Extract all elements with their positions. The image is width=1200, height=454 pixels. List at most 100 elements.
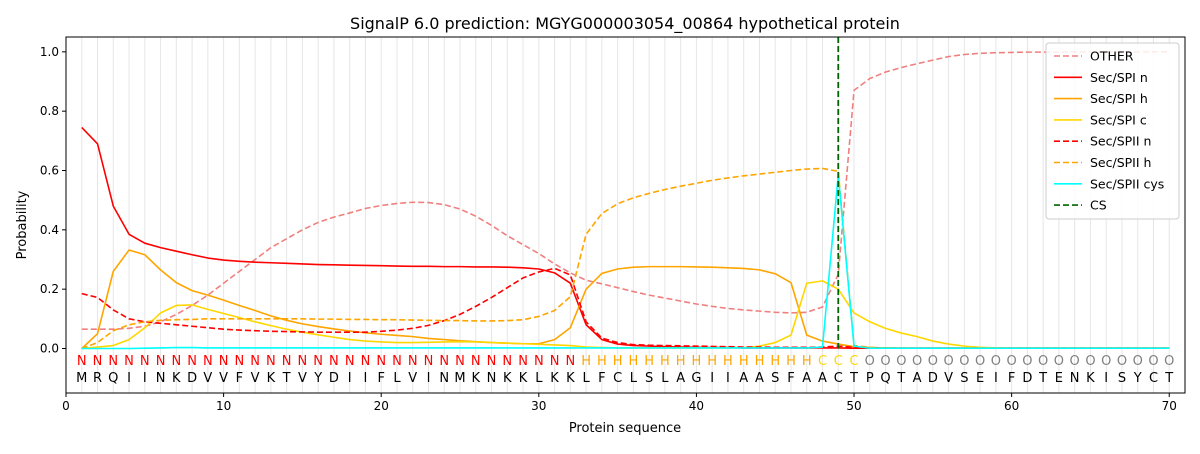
residue-label: K (472, 371, 481, 386)
residue-label: C (834, 371, 843, 386)
residue-label: L (393, 371, 401, 386)
residue-label: S (1118, 371, 1126, 386)
residue-label: N (439, 371, 449, 386)
legend-label: Sec/SPI n (1090, 70, 1148, 85)
legend-label: CS (1090, 198, 1107, 213)
residue-label: F (1008, 371, 1015, 386)
residue-label: E (976, 371, 984, 386)
region-label: N (502, 354, 512, 369)
residue-label: F (598, 371, 605, 386)
residue-label: I (726, 371, 730, 386)
region-label: N (487, 354, 497, 369)
series-line-6 (81, 174, 1170, 350)
x-tick-label: 70 (1162, 399, 1177, 413)
series-line-2 (81, 249, 1170, 350)
y-tick-label: 0.0 (40, 342, 59, 356)
residue-label: A (739, 371, 748, 386)
region-label: H (644, 354, 654, 369)
region-label: N (140, 354, 150, 369)
residue-label: N (156, 371, 166, 386)
residue-label: L (535, 371, 543, 386)
residue-label: Y (1133, 371, 1142, 386)
region-label: N (439, 354, 449, 369)
residue-label: K (519, 371, 528, 386)
legend-label: Sec/SPII n (1090, 134, 1151, 149)
residue-label: I (1104, 371, 1108, 386)
region-label: H (770, 354, 780, 369)
region-label: H (676, 354, 686, 369)
residue-label: I (994, 371, 998, 386)
residue-label: L (630, 371, 638, 386)
region-label: O (1117, 354, 1127, 369)
region-label: H (707, 354, 717, 369)
residue-label: T (1164, 371, 1173, 386)
series-line-1 (81, 126, 1170, 350)
region-label: N (376, 354, 386, 369)
residue-label: T (849, 371, 858, 386)
region-label: N (108, 354, 118, 369)
x-tick-label: 20 (374, 399, 389, 413)
legend-label: Sec/SPII h (1090, 155, 1151, 170)
y-axis-label: Probability (15, 190, 30, 259)
x-tick-label: 40 (689, 399, 704, 413)
residue-label: D (187, 371, 197, 386)
series-line-4 (81, 267, 1170, 350)
residue-label: P (866, 371, 874, 386)
region-label: N (93, 354, 103, 369)
region-label: O (1133, 354, 1143, 369)
y-tick-label: 0.6 (40, 164, 59, 178)
region-label: N (282, 354, 292, 369)
axis-ticks: 0 10 20 30 40 50 60 70 0.0 0.2 0.4 0.6 0.8 1.0 (40, 45, 1177, 413)
chart-title: SignalP 6.0 prediction: MGYG000003054_00… (350, 14, 900, 34)
series-lines (81, 37, 1170, 350)
region-label: H (613, 354, 623, 369)
region-label: O (959, 354, 969, 369)
region-label: N (345, 354, 355, 369)
y-tick-label: 0.2 (40, 282, 59, 296)
residue-label: K (503, 371, 512, 386)
residue-label: S (645, 371, 653, 386)
residue-label: L (661, 371, 669, 386)
region-label: N (565, 354, 575, 369)
region-label: O (1007, 354, 1017, 369)
residue-label: K (566, 371, 575, 386)
region-label: H (786, 354, 796, 369)
residue-label: S (960, 371, 968, 386)
residue-label: A (818, 371, 827, 386)
residue-label: K (1086, 371, 1095, 386)
region-label: N (156, 354, 166, 369)
region-label: O (865, 354, 875, 369)
region-label: H (739, 354, 749, 369)
residue-label: T (896, 371, 905, 386)
residue-label: A (802, 371, 811, 386)
region-label: N (219, 354, 229, 369)
legend-label: Sec/SPI c (1090, 112, 1147, 127)
region-label: N (266, 354, 276, 369)
region-label: O (896, 354, 906, 369)
residue-label: N (1070, 371, 1080, 386)
residue-label: C (613, 371, 622, 386)
region-label: N (313, 354, 323, 369)
residue-label: A (913, 371, 922, 386)
x-tick-label: 0 (62, 399, 70, 413)
legend-label: OTHER (1090, 49, 1134, 64)
residue-label: R (93, 371, 102, 386)
region-label: H (692, 354, 702, 369)
region-label: O (912, 354, 922, 369)
residue-label: C (1149, 371, 1158, 386)
residue-label: F (236, 371, 243, 386)
region-label: O (1054, 354, 1064, 369)
residue-label: Y (313, 371, 322, 386)
residue-label: K (550, 371, 559, 386)
region-label: H (660, 354, 670, 369)
region-label: N (518, 354, 528, 369)
region-label: N (392, 354, 402, 369)
residue-label: M (454, 371, 465, 386)
y-tick-label: 1.0 (40, 45, 59, 59)
region-label: O (1085, 354, 1095, 369)
residue-label: M (76, 371, 87, 386)
region-label: C (834, 354, 843, 369)
x-tick-label: 60 (1004, 399, 1019, 413)
legend: OTHER Sec/SPI n Sec/SPI h Sec/SPI c Sec/SPII… (1045, 42, 1180, 220)
residue-label: V (219, 371, 228, 386)
